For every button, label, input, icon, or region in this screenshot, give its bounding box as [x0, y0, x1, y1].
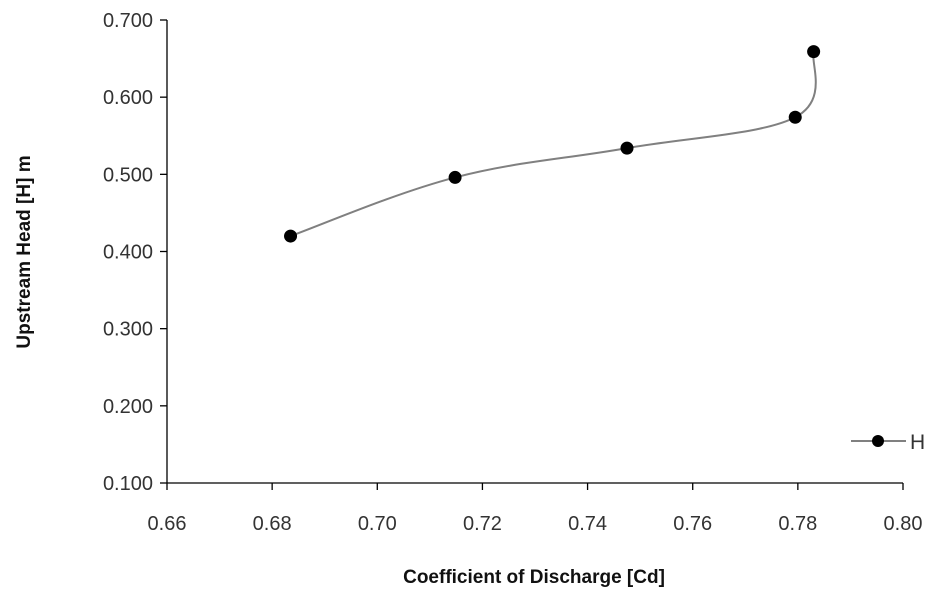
x-tick-label: 0.68: [253, 513, 292, 535]
y-tick-label: 0.500: [103, 164, 153, 186]
data-point: [448, 170, 462, 184]
x-tick-label: 0.80: [884, 513, 923, 535]
x-tick-label: 0.74: [568, 513, 607, 535]
y-tick-label: 0.600: [103, 87, 153, 109]
data-point: [284, 229, 298, 243]
y-tick-label: 0.400: [103, 242, 153, 264]
series-line-h: [290, 51, 817, 238]
data-point: [788, 110, 802, 124]
y-axis-ticks: 0.100 0.200 0.300 0.400 0.500 0.600 0.700: [103, 10, 167, 495]
y-tick-label: 0.100: [103, 473, 153, 495]
legend-label-h: H: [910, 431, 925, 454]
y-tick-label: 0.700: [103, 10, 153, 32]
x-axis-ticks: 0.66 0.68 0.70 0.72 0.74 0.76 0.78 0.80: [148, 483, 923, 535]
y-tick-label: 0.200: [103, 396, 153, 418]
y-axis-title: Upstream Head [H] m: [14, 155, 35, 348]
x-tick-label: 0.72: [463, 513, 502, 535]
x-axis-title: Coefficient of Discharge [Cd]: [403, 567, 665, 588]
data-point: [807, 45, 821, 59]
y-tick-label: 0.300: [103, 319, 153, 341]
legend-marker: [872, 435, 884, 447]
x-tick-label: 0.76: [673, 513, 712, 535]
x-tick-label: 0.66: [148, 513, 187, 535]
axes: [166, 20, 903, 484]
series-markers-h: [284, 45, 821, 243]
legend: H: [851, 431, 925, 454]
data-point: [620, 141, 634, 155]
x-tick-label: 0.70: [358, 513, 397, 535]
x-tick-label: 0.78: [778, 513, 817, 535]
